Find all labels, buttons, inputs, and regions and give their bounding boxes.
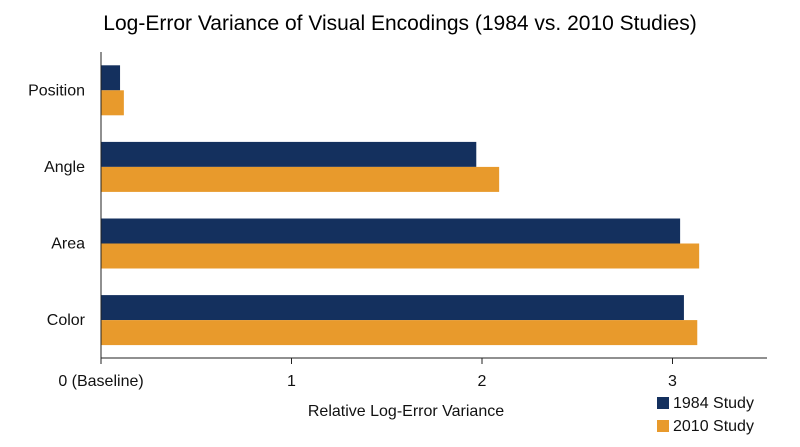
- bar-area-1984-study: [101, 218, 681, 244]
- category-label-angle: Angle: [44, 159, 85, 176]
- x-axis-title: Relative Log-Error Variance: [308, 403, 504, 420]
- chart-title: Log-Error Variance of Visual Encodings (…: [103, 12, 696, 35]
- category-label-color: Color: [47, 312, 86, 329]
- x-tick-label-1: 1: [287, 373, 296, 390]
- bar-color-2010-study: [101, 320, 698, 346]
- bar-angle-1984-study: [101, 141, 477, 167]
- x-tick-label-2: 2: [478, 373, 487, 390]
- category-label-area: Area: [51, 236, 85, 253]
- bar-position-2010-study: [101, 90, 124, 116]
- x-tick-label-0: 0 (Baseline): [58, 373, 143, 390]
- category-label-position: Position: [28, 82, 85, 99]
- bar-angle-2010-study: [101, 166, 500, 192]
- bar-color-1984-study: [101, 295, 684, 321]
- plot-area: Position Angle Area Color: [28, 65, 700, 346]
- x-axis-ticks: 0 (Baseline) 1 2 3: [58, 358, 677, 390]
- bar-position-1984-study: [101, 65, 121, 91]
- legend: 1984 Study 2010 Study: [657, 395, 754, 435]
- legend-label-1984-study: 1984 Study: [673, 395, 754, 412]
- legend-swatch-2010-study: [657, 420, 669, 432]
- bar-area-2010-study: [101, 243, 700, 269]
- x-tick-label-3: 3: [668, 373, 677, 390]
- legend-label-2010-study: 2010 Study: [673, 418, 754, 435]
- legend-swatch-1984-study: [657, 397, 669, 409]
